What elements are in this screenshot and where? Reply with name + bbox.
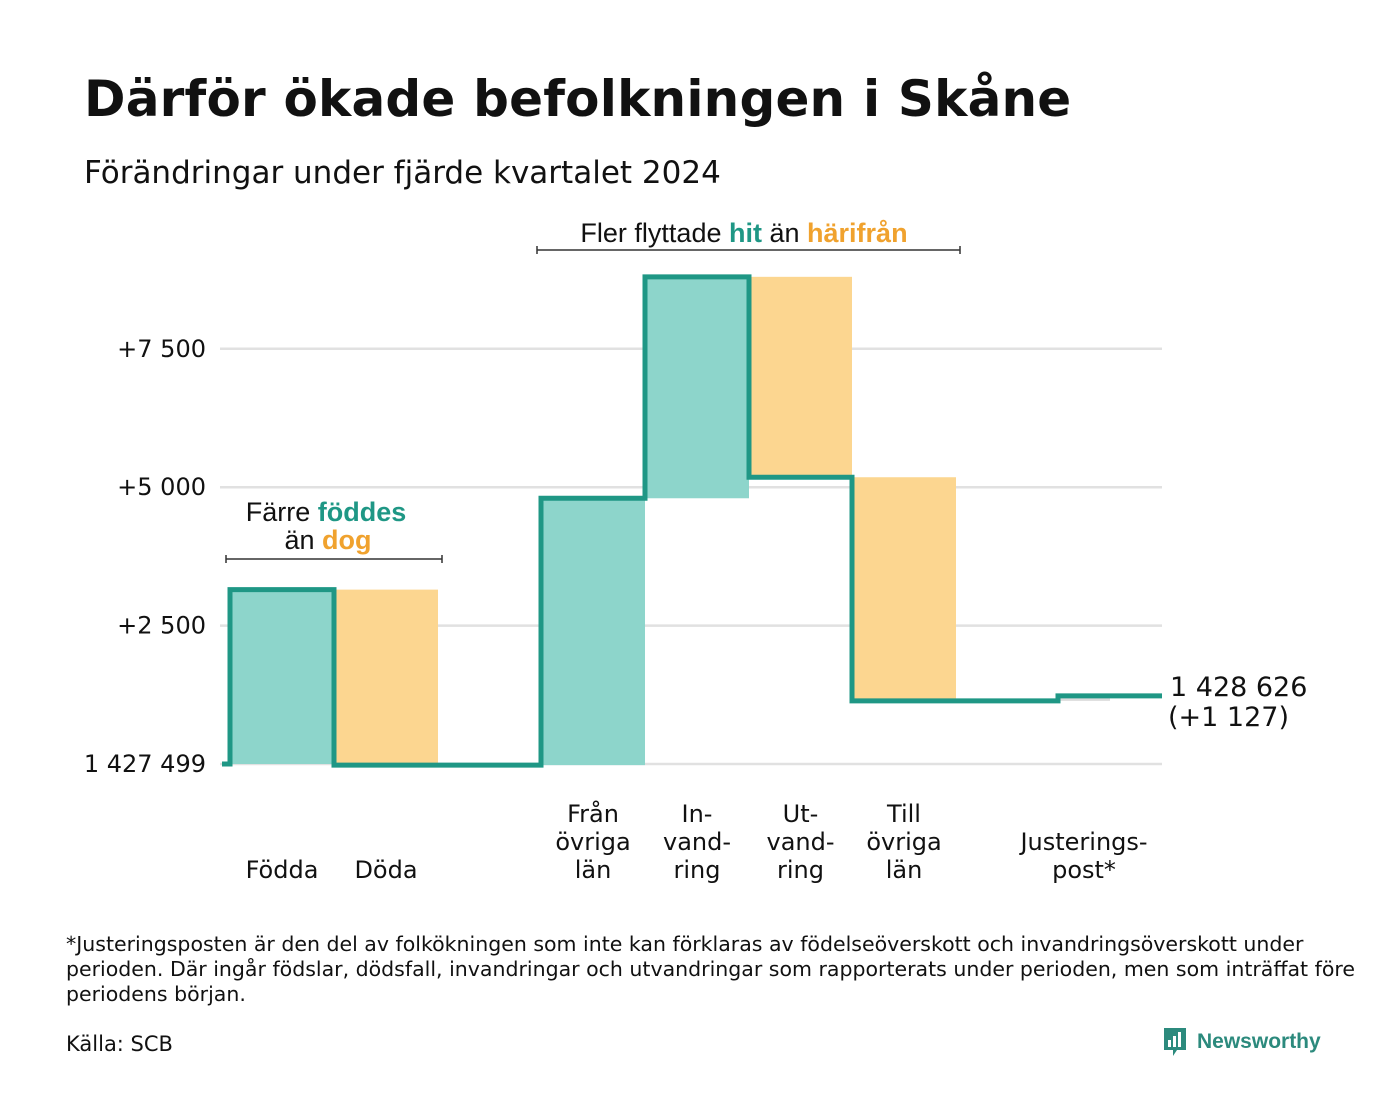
baseline-label: 1 427 499 <box>84 750 206 778</box>
bar-0 <box>230 589 334 764</box>
brand-name: Newsworthy <box>1197 1030 1321 1053</box>
category-label: Från övriga län <box>555 799 630 884</box>
migration-annotation-bracket <box>536 246 961 254</box>
end-change-label: (+1 127) <box>1168 702 1289 733</box>
footnote: *Justeringsposten är den del av folkökni… <box>66 932 1355 1006</box>
newsworthy-logo-icon <box>1164 1028 1186 1056</box>
category-label: Födda <box>246 856 319 884</box>
waterfall-chart: +2 500 +5 000 +7 500 1 427 499 Födda Döda Från… <box>84 218 1308 884</box>
category-label: Till övriga län <box>866 800 941 884</box>
y-tick-label: +2 500 <box>117 612 206 640</box>
newsworthy-logo: Newsworthy <box>1162 1026 1321 1058</box>
chart-title: Därför ökade befolkningen i Skåne <box>84 70 1072 128</box>
cumulative-step-line <box>222 274 1162 768</box>
bar-4 <box>749 276 852 478</box>
chart-subtitle: Förändringar under fjärde kvartalet 2024 <box>84 155 721 191</box>
category-label: Döda <box>354 856 417 884</box>
category-label: Justerings-post* <box>1018 828 1147 884</box>
births-annotation-line2: än dog <box>284 525 371 555</box>
source-label: Källa: SCB <box>66 1032 173 1056</box>
bar-2 <box>541 498 645 766</box>
bar-5 <box>852 477 956 701</box>
bar-1 <box>334 589 438 766</box>
end-value-label: 1 428 626 <box>1170 672 1307 703</box>
births-annotation-line1: Färre föddes <box>246 497 407 527</box>
bar-3 <box>645 276 749 499</box>
y-tick-label: +7 500 <box>117 335 206 363</box>
category-label: Ut-vand-ring <box>766 800 834 884</box>
category-label: In-vand-ring <box>663 800 731 884</box>
migration-annotation: Fler flyttade hit än härifrån <box>580 218 907 248</box>
births-annotation-bracket <box>225 555 443 563</box>
y-tick-label: +5 000 <box>117 473 206 501</box>
